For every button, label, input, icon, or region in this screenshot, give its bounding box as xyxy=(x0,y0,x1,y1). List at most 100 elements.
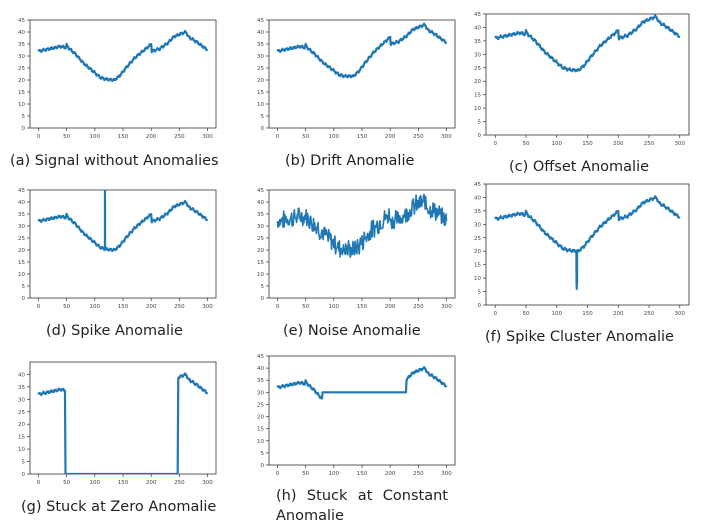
x-tick-label: 150 xyxy=(357,471,368,477)
y-tick-label: 15 xyxy=(257,90,264,96)
x-tick-label: 200 xyxy=(613,141,624,147)
x-tick-label: 250 xyxy=(174,480,185,486)
x-tick-label: 50 xyxy=(302,471,309,477)
y-tick-label: 0 xyxy=(478,303,482,309)
x-tick-label: 0 xyxy=(493,141,497,147)
x-tick-label: 50 xyxy=(522,311,529,317)
y-tick-label: 10 xyxy=(18,272,25,278)
y-tick-label: 15 xyxy=(474,263,481,269)
y-tick-label: 25 xyxy=(18,66,25,72)
y-tick-label: 0 xyxy=(22,472,26,478)
x-tick-label: 0 xyxy=(276,304,280,310)
x-tick-label: 100 xyxy=(329,134,340,140)
y-tick-label: 10 xyxy=(474,276,481,282)
x-tick-label: 150 xyxy=(357,134,368,140)
y-tick-label: 20 xyxy=(18,422,25,428)
y-tick-label: 45 xyxy=(474,182,481,188)
series-line xyxy=(494,195,681,290)
x-tick-label: 0 xyxy=(276,471,280,477)
y-tick-label: 15 xyxy=(474,93,481,99)
x-tick-label: 100 xyxy=(551,311,562,317)
y-tick-label: 15 xyxy=(18,90,25,96)
x-tick-label: 150 xyxy=(118,304,129,310)
y-tick-label: 40 xyxy=(18,30,25,36)
x-tick-label: 300 xyxy=(675,141,686,147)
x-tick-label: 300 xyxy=(441,471,452,477)
y-tick-label: 0 xyxy=(261,296,265,302)
x-tick-label: 50 xyxy=(522,141,529,147)
y-tick-label: 10 xyxy=(18,447,25,453)
y-tick-label: 45 xyxy=(257,354,264,360)
series-line xyxy=(37,372,209,474)
y-tick-label: 40 xyxy=(257,366,264,372)
y-tick-label: 0 xyxy=(22,126,26,132)
x-tick-label: 100 xyxy=(329,471,340,477)
chart-panel-e: 0 50 100 150 200 250 300 0 5 10 15 20 25 30 35 40 45 xyxy=(257,188,456,310)
y-tick-label: 25 xyxy=(257,402,264,408)
y-tick-label: 10 xyxy=(257,439,264,445)
y-tick-label: 35 xyxy=(18,42,25,48)
y-tick-label: 25 xyxy=(257,236,264,242)
y-tick-label: 30 xyxy=(474,52,481,58)
y-tick-label: 10 xyxy=(257,102,264,108)
chart-panel-h: 0 50 100 150 200 250 300 0 5 10 15 20 25 30 35 40 45 xyxy=(257,354,456,477)
x-tick-label: 150 xyxy=(582,141,593,147)
x-tick-label: 50 xyxy=(302,134,309,140)
chart-panel-a: 0 50 100 150 200 250 300 0 5 10 15 20 25 30 35 40 45 xyxy=(18,18,217,140)
y-tick-label: 20 xyxy=(257,415,264,421)
y-tick-label: 0 xyxy=(478,133,482,139)
caption-c: (c) Offset Anomalie xyxy=(509,159,650,175)
y-tick-label: 20 xyxy=(474,79,481,85)
x-tick-label: 300 xyxy=(441,304,452,310)
y-tick-label: 45 xyxy=(257,188,264,194)
x-tick-label: 150 xyxy=(118,480,129,486)
y-tick-label: 40 xyxy=(474,25,481,31)
y-tick-label: 35 xyxy=(474,209,481,215)
y-tick-label: 35 xyxy=(257,42,264,48)
x-tick-label: 300 xyxy=(202,480,213,486)
y-tick-label: 5 xyxy=(261,284,265,290)
x-tick-label: 200 xyxy=(613,311,624,317)
x-tick-label: 250 xyxy=(174,134,185,140)
chart-panel-f: 0 50 100 150 200 250 300 0 5 10 15 20 25 30 35 40 45 xyxy=(474,182,690,317)
y-tick-label: 35 xyxy=(474,39,481,45)
y-tick-label: 20 xyxy=(474,249,481,255)
y-tick-label: 10 xyxy=(18,102,25,108)
x-tick-label: 100 xyxy=(90,304,101,310)
y-tick-label: 5 xyxy=(261,451,265,457)
y-tick-label: 45 xyxy=(18,188,25,194)
y-tick-label: 30 xyxy=(18,397,25,403)
x-tick-label: 200 xyxy=(385,304,396,310)
y-tick-label: 0 xyxy=(261,463,265,469)
y-tick-label: 40 xyxy=(18,372,25,378)
series-line xyxy=(276,193,448,258)
series-line xyxy=(494,14,681,73)
x-tick-label: 250 xyxy=(174,304,185,310)
y-tick-label: 25 xyxy=(18,236,25,242)
x-tick-label: 300 xyxy=(675,311,686,317)
y-tick-label: 25 xyxy=(474,236,481,242)
y-tick-label: 20 xyxy=(18,248,25,254)
x-tick-label: 200 xyxy=(146,134,157,140)
y-tick-label: 30 xyxy=(474,222,481,228)
caption-h: (h) Stuck at Constant Anomalie xyxy=(276,488,448,524)
x-tick-label: 250 xyxy=(413,471,424,477)
x-tick-label: 50 xyxy=(63,304,70,310)
y-tick-label: 10 xyxy=(257,272,264,278)
chart-panel-c: 0 50 100 150 200 250 300 0 5 10 15 20 25 30 35 40 45 xyxy=(474,12,690,147)
y-tick-label: 40 xyxy=(18,200,25,206)
chart-panel-b: 0 50 100 150 200 250 300 0 5 10 15 20 25 30 35 40 45 xyxy=(257,18,456,140)
y-tick-label: 25 xyxy=(474,66,481,72)
y-tick-label: 35 xyxy=(257,378,264,384)
x-tick-label: 300 xyxy=(202,304,213,310)
x-tick-label: 200 xyxy=(385,471,396,477)
y-tick-label: 0 xyxy=(22,296,26,302)
x-tick-label: 0 xyxy=(276,134,280,140)
y-tick-label: 5 xyxy=(478,290,482,296)
caption-b: (b) Drift Anomalie xyxy=(285,153,415,169)
x-tick-label: 150 xyxy=(357,304,368,310)
caption-d: (d) Spike Anomalie xyxy=(46,323,183,339)
caption-f: (f) Spike Cluster Anomalie xyxy=(485,329,674,345)
x-tick-label: 250 xyxy=(644,141,655,147)
